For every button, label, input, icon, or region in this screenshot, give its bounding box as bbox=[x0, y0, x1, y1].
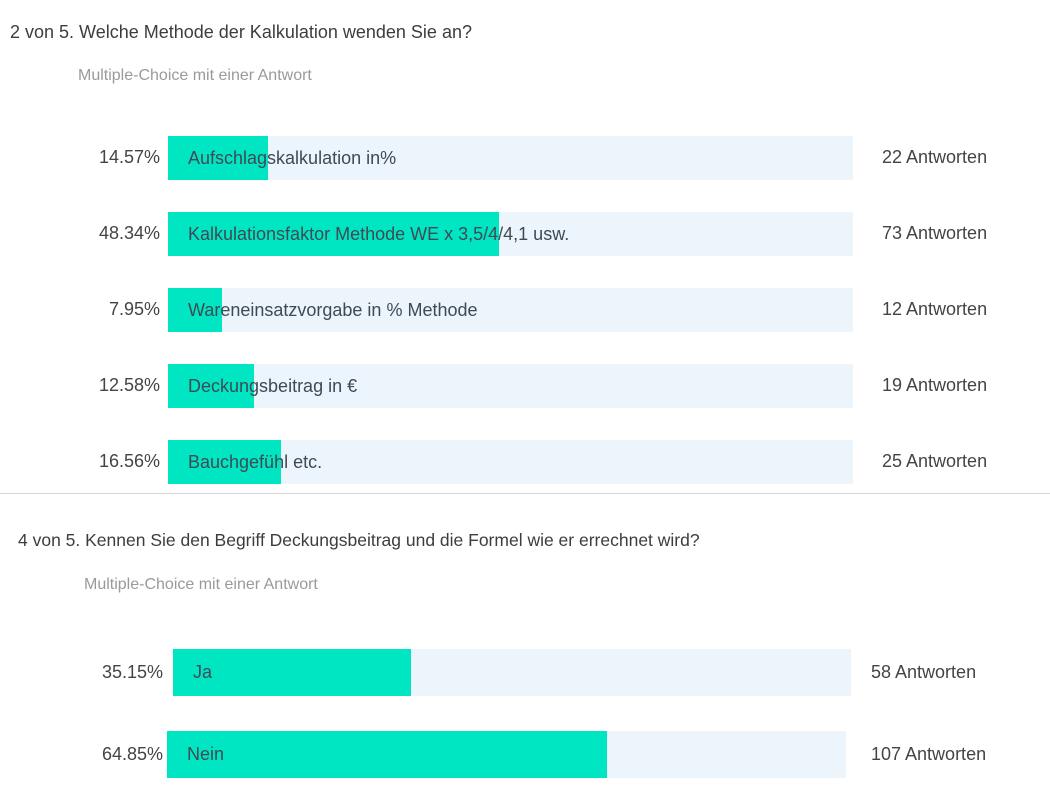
answer-count: 25 Antworten bbox=[882, 451, 988, 471]
answer-count: 12 Antworten bbox=[882, 299, 988, 319]
answer-count: 58 Antworten bbox=[871, 661, 977, 682]
answer-count: 19 Antworten bbox=[882, 375, 988, 395]
bar-track: Deckungsbeitrag in € bbox=[168, 364, 853, 408]
answer-count: 22 Antworten bbox=[882, 147, 988, 167]
bar-fill bbox=[167, 731, 608, 778]
bar-row: 16.56% Bauchgefühl etc. 25 Antworten bbox=[0, 440, 1050, 484]
option-label: Wareneinsatzvorgabe in % Methode bbox=[188, 299, 478, 320]
question-2-title: 2 von 5. Welche Methode der Kalkulation … bbox=[10, 22, 472, 42]
bar-track: Nein bbox=[167, 731, 846, 778]
percent-label: 7.95% bbox=[108, 299, 160, 319]
option-label: Aufschlagskalkulation in% bbox=[188, 147, 397, 168]
section-divider bbox=[0, 493, 1050, 494]
bar-row: 12.58% Deckungsbeitrag in € 19 Antworten bbox=[0, 364, 1050, 408]
option-label: Ja bbox=[193, 662, 213, 682]
percent-label: 12.58% bbox=[98, 375, 160, 395]
option-label: Nein bbox=[187, 744, 225, 764]
bar-track: Ja bbox=[173, 649, 851, 696]
answer-count: 73 Antworten bbox=[882, 223, 988, 243]
bar-fill bbox=[168, 440, 282, 484]
bar-row: 64.85% Nein 107 Antworten bbox=[0, 731, 1050, 778]
option-label: Bauchgefühl etc. bbox=[188, 451, 323, 472]
option-label: Deckungsbeitrag in € bbox=[188, 375, 358, 396]
percent-label: 16.56% bbox=[98, 451, 160, 471]
bar-fill bbox=[168, 136, 268, 180]
bar-row: 14.57% Aufschlagskalkulation in% 22 Antwor… bbox=[0, 136, 1050, 180]
percent-label: 64.85% bbox=[101, 743, 163, 764]
bar-row: 35.15% Ja 58 Antworten bbox=[0, 649, 1050, 696]
bar-fill bbox=[173, 649, 412, 696]
answer-count: 107 Antworten bbox=[871, 743, 987, 764]
bar-track: Aufschlagskalkulation in% bbox=[168, 136, 853, 180]
bar-fill bbox=[168, 364, 255, 408]
percent-label: 35.15% bbox=[101, 661, 163, 682]
option-label: Kalkulationsfaktor Methode WE x 3,5/4/4,… bbox=[188, 223, 570, 244]
percent-label: 48.34% bbox=[98, 223, 160, 243]
bar-fill bbox=[168, 212, 500, 256]
bar-track: Wareneinsatzvorgabe in % Methode bbox=[168, 288, 853, 332]
question-4-subtitle: Multiple-Choice mit einer Antwort bbox=[84, 576, 318, 593]
question-2-subtitle: Multiple-Choice mit einer Antwort bbox=[78, 67, 312, 84]
percent-label: 14.57% bbox=[98, 147, 160, 167]
bar-row: 7.95% Wareneinsatzvorgabe in % Methode 12 … bbox=[0, 288, 1050, 332]
bar-track: Kalkulationsfaktor Methode WE x 3,5/4/4,… bbox=[168, 212, 853, 256]
bar-track: Bauchgefühl etc. bbox=[168, 440, 853, 484]
bar-fill bbox=[168, 288, 223, 332]
bar-row: 48.34% Kalkulationsfaktor Methode WE x 3,… bbox=[0, 212, 1050, 256]
question-4-title: 4 von 5. Kennen Sie den Begriff Deckungs… bbox=[18, 530, 700, 550]
